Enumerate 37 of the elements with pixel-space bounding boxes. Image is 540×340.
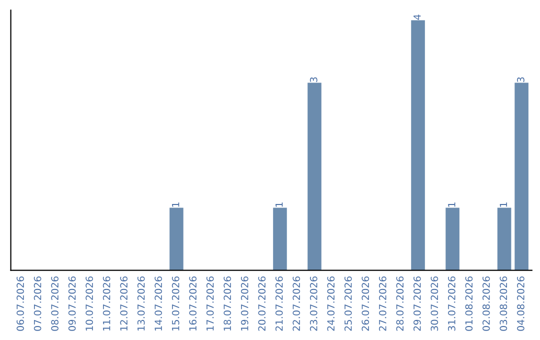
data-label: 1 (172, 202, 180, 207)
x-tick-label: 19.07.2026 (240, 276, 248, 330)
x-tick-label: 01.08.2026 (465, 276, 473, 331)
x-tick-label: 26.07.2026 (362, 276, 370, 331)
x-tick-label: 23.07.2026 (310, 276, 318, 331)
x-tick-label: 22.07.2026 (292, 276, 300, 331)
x-tick-label: 11.07.2026 (102, 276, 110, 330)
data-label: 3 (517, 77, 524, 82)
x-tick-label: 04.08.2026 (517, 276, 524, 331)
x-tick-label: 20.07.2026 (258, 276, 266, 331)
x-tick-label: 28.07.2026 (396, 276, 404, 331)
x-tick-label: 16.07.2026 (189, 276, 197, 330)
x-tick-label: 12.07.2026 (120, 276, 128, 330)
x-tick-label: 24.07.2026 (327, 276, 335, 331)
data-label: 4 (414, 14, 421, 20)
x-tick-label: 13.07.2026 (137, 276, 145, 330)
x-tick-label: 07.07.2026 (34, 276, 42, 331)
x-tick-label: 14.07.2026 (154, 276, 162, 330)
x-tick-label: 25.07.2026 (344, 276, 352, 331)
x-tick-label: 17.07.2026 (206, 276, 214, 330)
x-tick-label: 30.07.2026 (430, 276, 438, 331)
data-label: 3 (310, 77, 318, 82)
x-tick-label: 02.08.2026 (482, 276, 490, 331)
x-tick-label: 10.07.2026 (86, 276, 93, 330)
x-tick-label: 27.07.2026 (378, 276, 386, 331)
x-tick-label: 31.07.2026 (448, 276, 456, 331)
data-label: 1 (448, 202, 456, 207)
x-tick-label: 09.07.2026 (68, 276, 76, 331)
data-label: 1 (276, 202, 283, 207)
x-tick-label: 08.07.2026 (51, 276, 58, 331)
data-label: 1 (500, 202, 507, 207)
x-tick-label: 21.07.2026 (275, 276, 283, 331)
x-tick-label: 18.07.2026 (224, 276, 232, 330)
x-tick-label: 15.07.2026 (172, 276, 180, 330)
x-tick-label: 29.07.2026 (413, 276, 421, 331)
x-tick-label: 03.08.2026 (500, 276, 508, 331)
x-tick-label: 06.07.2026 (16, 276, 24, 331)
